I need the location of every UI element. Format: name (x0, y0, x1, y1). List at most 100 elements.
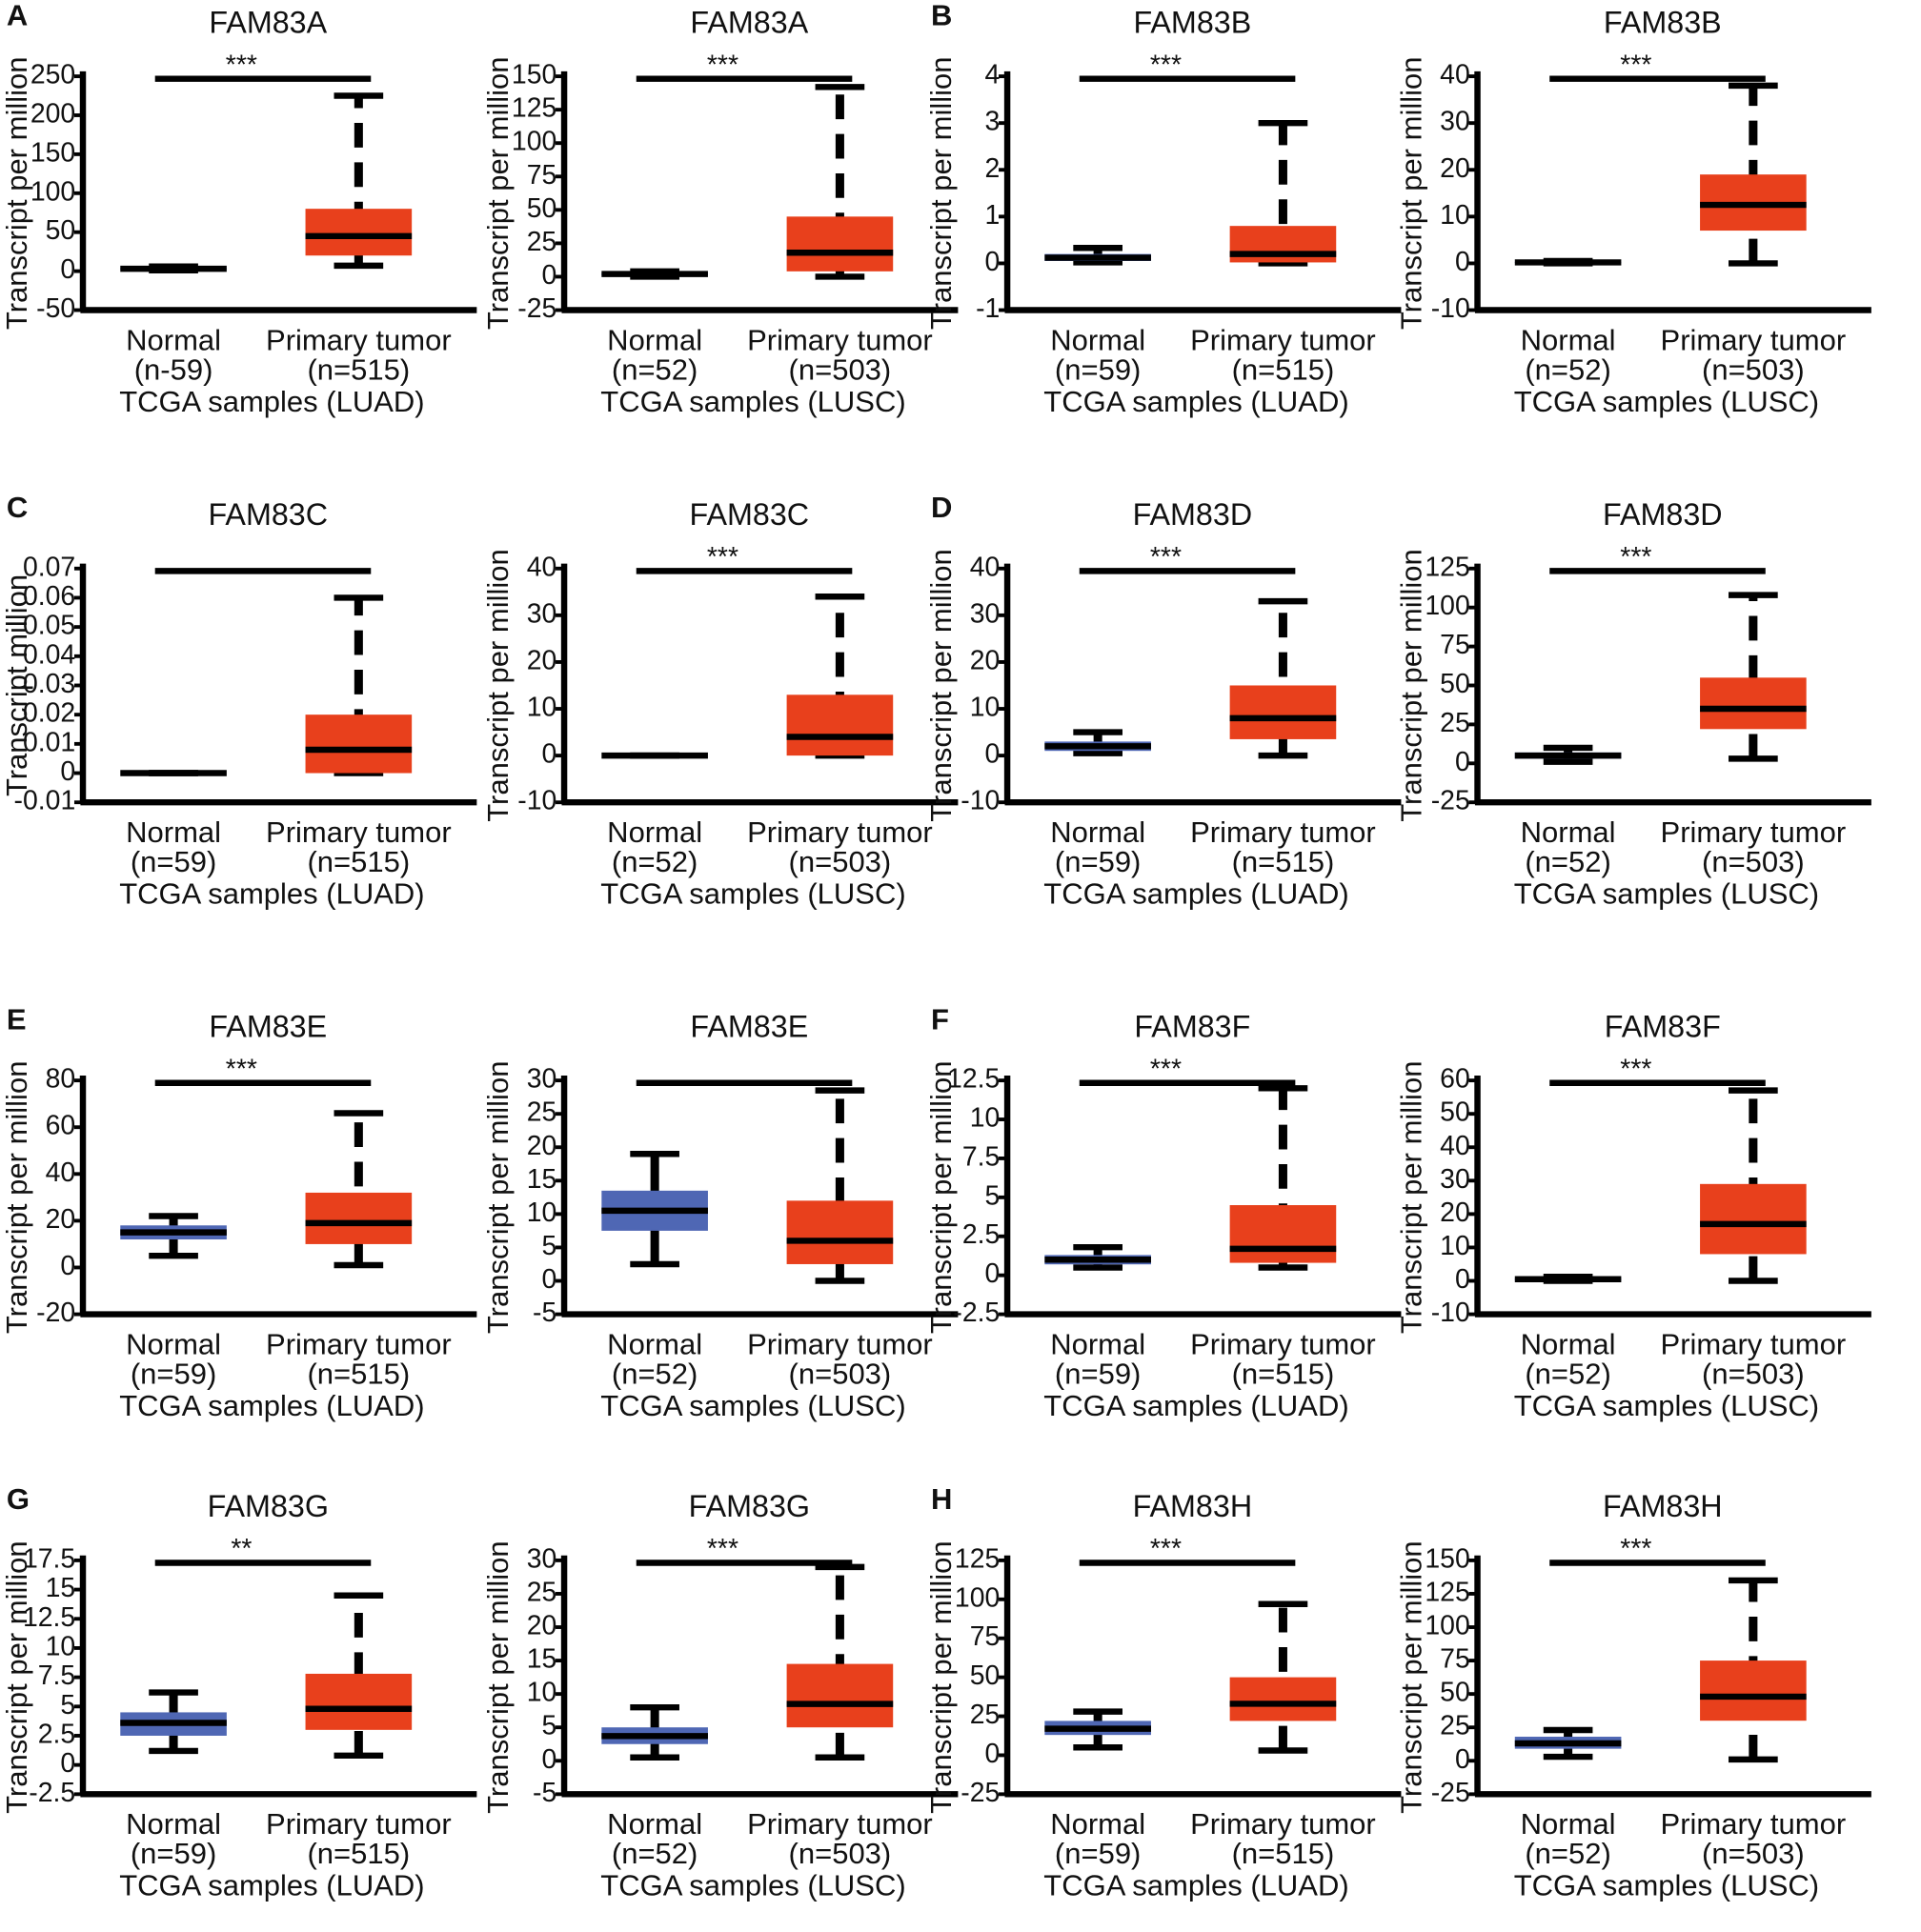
y-tick-label: -10 (1431, 1298, 1470, 1328)
box-chart: FAM83D Transcript per million -25 0 25 50 75 10… (1395, 497, 1871, 911)
x-axis-label: TCGA samples (LUAD) (1043, 877, 1348, 911)
x-axis-label: TCGA samples (LUSC) (1514, 877, 1819, 911)
n-label: (n=59) (1055, 845, 1141, 878)
y-axis-label: Transcript per million (1395, 57, 1428, 331)
y-axis-label: Transcript per million (924, 1540, 958, 1814)
x-tick-label: Normal (1521, 1327, 1616, 1360)
y-tick-label: 5 (542, 1711, 557, 1741)
y-tick-label: -25 (960, 1778, 1000, 1808)
box (786, 216, 894, 272)
n-label: (n=52) (1525, 352, 1610, 386)
x-axis-label: TCGA samples (LUSC) (1514, 1389, 1819, 1422)
y-axis-label: Transcript per million (0, 57, 33, 331)
x-tick-label: Primary tumor (266, 815, 452, 849)
y-tick-label: -10 (960, 786, 1000, 816)
y-axis-label: Transcript per million (1395, 1061, 1428, 1335)
chart-title: FAM83F (1134, 1009, 1250, 1043)
box (786, 694, 894, 756)
y-tick-label: 30 (970, 598, 1001, 629)
y-tick-label: 10 (1440, 1231, 1470, 1261)
panel-label: C (7, 491, 28, 524)
chart-title: FAM83A (209, 5, 327, 39)
y-tick-label: -0.01 (14, 786, 76, 816)
y-tick-label: 2.5 (962, 1219, 1001, 1250)
y-tick-label: 0 (1455, 1264, 1470, 1295)
y-tick-label: -1 (976, 293, 1000, 324)
y-tick-label: 40 (527, 552, 557, 582)
y-tick-label: 0 (542, 260, 557, 291)
x-tick-label: Primary tumor (747, 1327, 933, 1360)
n-label: (n=515) (1232, 1357, 1335, 1390)
y-tick-label: 40 (46, 1157, 76, 1188)
x-tick-label: Normal (607, 815, 702, 849)
y-tick-label: 75 (1440, 630, 1470, 660)
x-tick-label: Normal (607, 323, 702, 356)
n-label: (n=59) (1055, 1837, 1141, 1870)
y-tick-label: 50 (1440, 1097, 1470, 1128)
y-axis-label: Transcript million (0, 574, 33, 796)
box-chart: G FAM83G Transcript per million-2.502.557.… (0, 1482, 477, 1902)
y-tick-label: 75 (970, 1621, 1001, 1652)
x-tick-label: Primary tumor (1190, 815, 1376, 849)
y-tick-label: -25 (1431, 1778, 1470, 1808)
n-label: (n=515) (1232, 1837, 1335, 1870)
y-axis-label: Transcript per million (1395, 549, 1428, 822)
y-tick-label: -25 (1431, 786, 1470, 816)
x-tick-label: Primary tumor (266, 1327, 452, 1360)
y-tick-label: 25 (1440, 1711, 1470, 1741)
y-tick-label: 10 (527, 693, 557, 723)
box-chart: B FAM83B Transcript per million -1 0 1 2 3 4 Norm… (924, 0, 1402, 418)
y-tick-label: 50 (1440, 669, 1470, 699)
y-tick-label: 100 (512, 127, 556, 157)
y-tick-label: 17.5 (23, 1543, 75, 1574)
y-tick-label: 200 (30, 98, 75, 129)
box-chart: A FAM83A Transcript per million -50 0 50 100 15… (0, 0, 477, 418)
y-tick-label: 0 (60, 1251, 75, 1281)
y-tick-label: -10 (1431, 293, 1470, 324)
x-tick-label: Normal (607, 1807, 702, 1841)
y-tick-label: 50 (527, 193, 557, 224)
y-tick-label: -5 (533, 1298, 556, 1328)
y-axis-label: Transcript per million (481, 1540, 515, 1814)
significance: *** (1150, 50, 1182, 80)
x-tick-label: Primary tumor (747, 1807, 933, 1841)
n-label: (n=515) (307, 845, 410, 878)
y-axis-label: Transcript per million (1395, 1540, 1428, 1814)
y-tick-label: 0.03 (23, 669, 75, 699)
y-tick-label: 125 (1425, 552, 1469, 582)
x-tick-label: Normal (126, 1807, 221, 1841)
x-tick-label: Normal (126, 323, 221, 356)
y-axis-label: Transcript per million (924, 1061, 958, 1335)
box-chart: FAM83E Transcript per million -50510152025… (481, 1009, 959, 1422)
y-tick-label: 150 (1425, 1543, 1469, 1574)
box (786, 1663, 894, 1728)
y-tick-label: 20 (970, 645, 1001, 675)
y-tick-label: -10 (517, 786, 556, 816)
x-tick-label: Normal (1050, 1327, 1145, 1360)
y-tick-label: 0 (60, 254, 75, 285)
n-label: (n=52) (1525, 1837, 1610, 1870)
box (305, 1673, 413, 1730)
x-axis-label: TCGA samples (LUAD) (1043, 385, 1348, 418)
y-tick-label: 30 (527, 598, 557, 629)
n-label: (n-59) (134, 352, 213, 386)
significance: *** (1150, 1054, 1182, 1084)
y-tick-label: 150 (30, 137, 75, 168)
y-tick-label: 10 (527, 1678, 557, 1708)
x-tick-label: Primary tumor (1661, 1807, 1847, 1841)
y-tick-label: 0.06 (23, 581, 75, 612)
panel-label: B (931, 0, 952, 31)
x-axis-label: TCGA samples (LUSC) (600, 1389, 905, 1422)
y-tick-label: 50 (970, 1660, 1001, 1691)
n-label: (n=503) (1702, 352, 1805, 386)
panel-label: D (931, 491, 952, 524)
n-label: (n=52) (612, 1837, 698, 1870)
y-tick-label: -5 (533, 1778, 556, 1808)
y-tick-label: 100 (1425, 591, 1469, 621)
y-tick-label: 25 (1440, 708, 1470, 738)
y-tick-label: -25 (517, 293, 556, 324)
n-label: (n=515) (307, 1837, 410, 1870)
